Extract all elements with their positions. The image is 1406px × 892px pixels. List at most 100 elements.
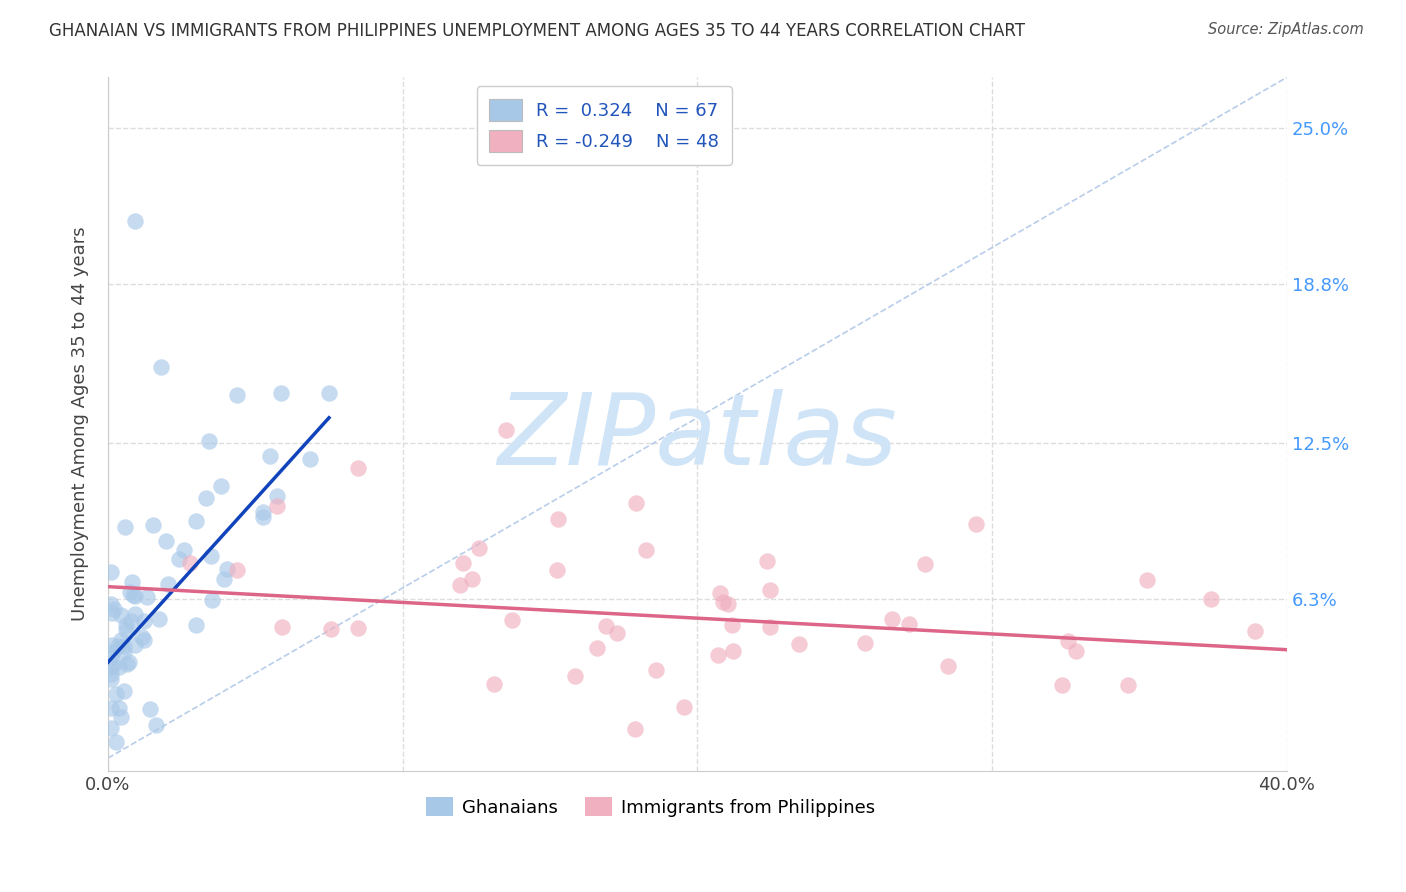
Point bbox=[101, 638, 124, 652]
Point bbox=[120, 585, 142, 599]
Point bbox=[755, 554, 778, 568]
Point bbox=[186, 618, 208, 632]
Point bbox=[898, 616, 921, 631]
Point bbox=[200, 549, 222, 563]
Point bbox=[148, 612, 170, 626]
Point bbox=[131, 630, 153, 644]
Point bbox=[717, 597, 740, 611]
Point bbox=[100, 721, 122, 735]
Y-axis label: Unemployment Among Ages 35 to 44 years: Unemployment Among Ages 35 to 44 years bbox=[72, 227, 89, 622]
Point bbox=[720, 618, 742, 632]
Point bbox=[108, 660, 131, 674]
Point bbox=[118, 655, 141, 669]
Point bbox=[112, 644, 135, 658]
Point bbox=[321, 622, 343, 636]
Point bbox=[266, 499, 288, 513]
Point bbox=[209, 479, 232, 493]
Point bbox=[482, 677, 505, 691]
Point bbox=[179, 556, 201, 570]
Point bbox=[299, 452, 322, 467]
Point bbox=[139, 702, 162, 716]
Point bbox=[759, 620, 782, 634]
Point bbox=[145, 717, 167, 731]
Point bbox=[101, 606, 124, 620]
Point bbox=[103, 602, 125, 616]
Point bbox=[100, 659, 122, 673]
Point bbox=[266, 489, 288, 503]
Point bbox=[167, 551, 190, 566]
Point bbox=[124, 589, 146, 603]
Point bbox=[201, 592, 224, 607]
Point bbox=[787, 637, 810, 651]
Point bbox=[346, 621, 368, 635]
Point bbox=[100, 701, 122, 715]
Point bbox=[110, 633, 132, 648]
Point bbox=[198, 434, 221, 448]
Point bbox=[105, 735, 128, 749]
Point bbox=[624, 496, 647, 510]
Point bbox=[673, 700, 696, 714]
Text: GHANAIAN VS IMMIGRANTS FROM PHILIPPINES UNEMPLOYMENT AMONG AGES 35 TO 44 YEARS C: GHANAIAN VS IMMIGRANTS FROM PHILIPPINES … bbox=[49, 22, 1025, 40]
Point bbox=[110, 607, 132, 622]
Point bbox=[114, 640, 136, 654]
Point bbox=[1052, 678, 1074, 692]
Point bbox=[212, 573, 235, 587]
Point bbox=[104, 687, 127, 701]
Text: ZIPatlas: ZIPatlas bbox=[498, 390, 897, 486]
Point bbox=[595, 619, 617, 633]
Point bbox=[194, 491, 217, 505]
Point bbox=[121, 575, 143, 590]
Point bbox=[259, 449, 281, 463]
Point bbox=[115, 618, 138, 632]
Point bbox=[546, 563, 568, 577]
Point bbox=[759, 582, 782, 597]
Point bbox=[100, 598, 122, 612]
Point bbox=[135, 590, 157, 604]
Point bbox=[547, 511, 569, 525]
Point bbox=[114, 520, 136, 534]
Point bbox=[707, 648, 730, 662]
Point bbox=[709, 586, 731, 600]
Point bbox=[636, 543, 658, 558]
Point bbox=[100, 667, 122, 681]
Point bbox=[108, 701, 131, 715]
Point bbox=[449, 578, 471, 592]
Point bbox=[100, 650, 122, 665]
Point bbox=[723, 643, 745, 657]
Point bbox=[132, 632, 155, 647]
Point bbox=[965, 516, 987, 531]
Point bbox=[103, 645, 125, 659]
Point bbox=[1116, 678, 1139, 692]
Point bbox=[110, 709, 132, 723]
Point bbox=[124, 638, 146, 652]
Point bbox=[347, 461, 370, 475]
Point bbox=[882, 612, 904, 626]
Point bbox=[318, 385, 340, 400]
Point bbox=[1199, 592, 1222, 607]
Point bbox=[225, 388, 247, 402]
Point bbox=[124, 214, 146, 228]
Legend: Ghanaians, Immigrants from Philippines: Ghanaians, Immigrants from Philippines bbox=[419, 790, 882, 824]
Point bbox=[100, 672, 122, 686]
Point bbox=[115, 623, 138, 637]
Point bbox=[117, 657, 139, 672]
Point bbox=[101, 657, 124, 672]
Point bbox=[226, 563, 249, 577]
Point bbox=[252, 505, 274, 519]
Point bbox=[853, 635, 876, 649]
Point bbox=[564, 669, 586, 683]
Point bbox=[711, 595, 734, 609]
Point bbox=[107, 639, 129, 653]
Point bbox=[1066, 644, 1088, 658]
Point bbox=[184, 514, 207, 528]
Point bbox=[142, 517, 165, 532]
Point bbox=[467, 541, 489, 556]
Point bbox=[215, 561, 238, 575]
Point bbox=[157, 577, 180, 591]
Point bbox=[624, 723, 647, 737]
Point bbox=[914, 558, 936, 572]
Point bbox=[150, 360, 173, 375]
Point bbox=[585, 640, 607, 655]
Point bbox=[1056, 634, 1078, 648]
Point bbox=[173, 543, 195, 558]
